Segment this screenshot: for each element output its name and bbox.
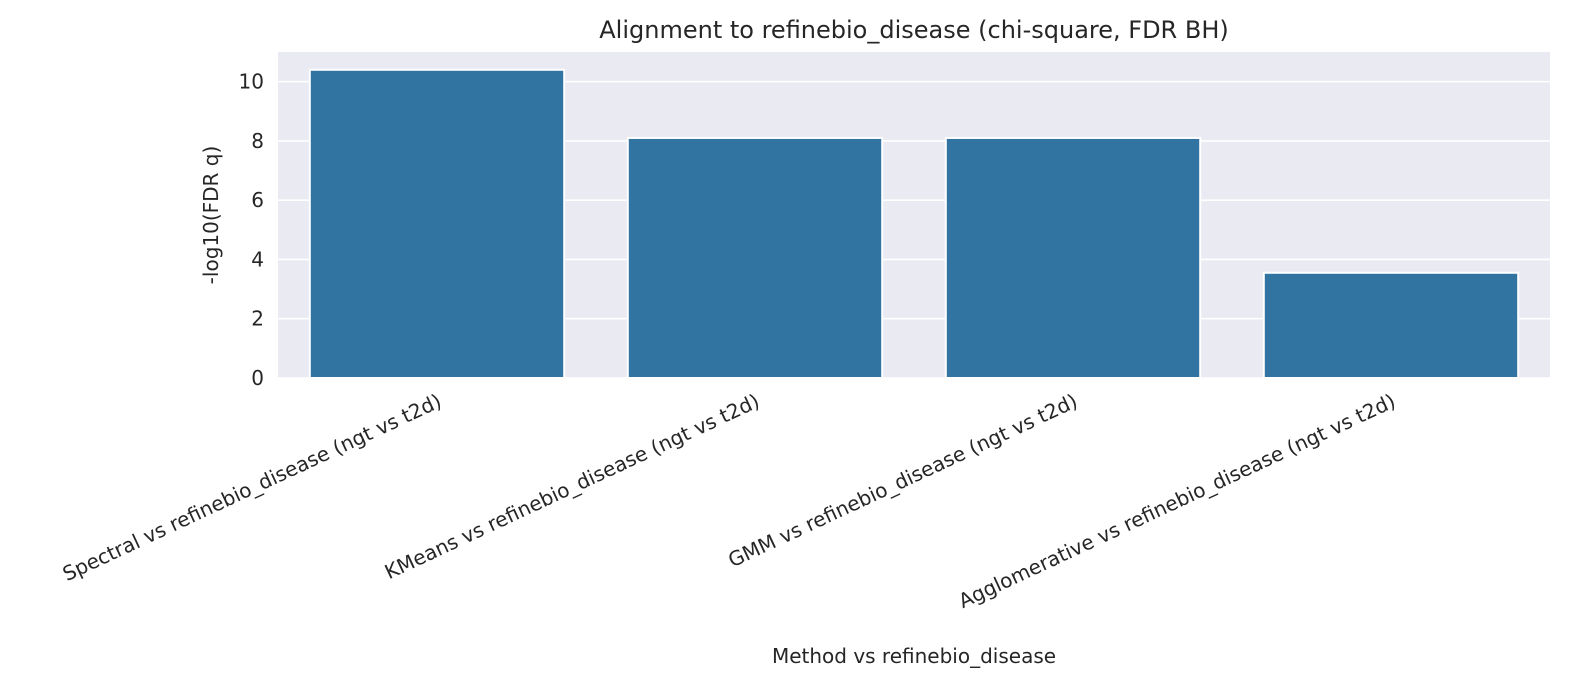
y-tick-label: 4	[251, 247, 264, 271]
y-tick-label: 6	[251, 188, 264, 212]
x-tick-label: GMM vs refinebio_disease (ngt vs t2d)	[724, 389, 1081, 572]
x-axis-ticks: Spectral vs refinebio_disease (ngt vs t2…	[59, 389, 1399, 613]
y-tick-label: 8	[251, 129, 264, 153]
bars	[308, 68, 1520, 380]
x-tick-label: Spectral vs refinebio_disease (ngt vs t2…	[59, 389, 445, 586]
y-axis-label: -log10(FDR q)	[199, 146, 223, 285]
bar	[308, 68, 566, 379]
y-axis-ticks: 0 2 4 6 8 10	[239, 70, 264, 390]
y-tick-label: 10	[239, 70, 264, 94]
bar	[944, 136, 1202, 379]
x-tick-label: KMeans vs refinebio_disease (ngt vs t2d)	[381, 389, 763, 584]
y-tick-label: 2	[251, 307, 264, 331]
bar	[1262, 271, 1520, 380]
y-tick-label: 0	[251, 366, 264, 390]
bar	[626, 136, 884, 379]
chart-title: Alignment to refinebio_disease (chi-squa…	[599, 16, 1228, 44]
x-axis-label: Method vs refinebio_disease	[772, 644, 1056, 668]
